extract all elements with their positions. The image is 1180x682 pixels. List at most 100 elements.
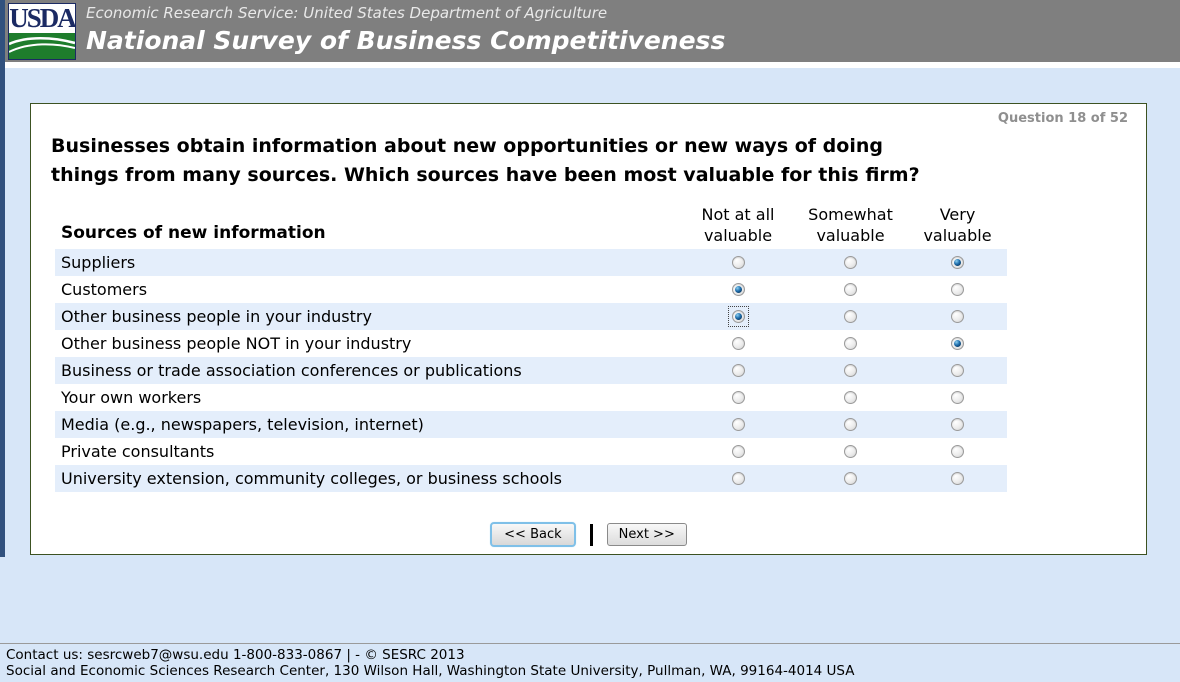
radio-wrap: [947, 387, 968, 408]
row-label: Other business people NOT in your indust…: [61, 334, 412, 353]
radio-not-at-all-valuable[interactable]: [731, 256, 745, 269]
sources-table: Sources of new information Not at all va…: [55, 204, 1007, 492]
question-text: Businesses obtain information about new …: [31, 104, 1146, 190]
radio-wrap: [947, 360, 968, 381]
radio-cell: [793, 384, 908, 411]
radio-wrap: [728, 414, 749, 435]
column-header-somewhat-valuable: Somewhat valuable: [808, 205, 893, 245]
radio-very-valuable[interactable]: [951, 472, 964, 485]
radio-cell: [683, 357, 793, 384]
radio-wrap: [947, 468, 968, 489]
radio-very-valuable[interactable]: [951, 364, 964, 377]
radio-cell: [908, 249, 1007, 276]
radio-wrap: [840, 333, 861, 354]
radio-very-valuable[interactable]: [951, 337, 964, 350]
radio-cell: [793, 465, 908, 492]
radio-wrap: [840, 252, 861, 273]
question-text-line2: things from many sources. Which sources …: [51, 164, 920, 186]
radio-wrap: [840, 468, 861, 489]
radio-somewhat-valuable[interactable]: [844, 310, 857, 323]
row-label: Media (e.g., newspapers, television, int…: [55, 411, 683, 438]
radio-wrap: [840, 414, 861, 435]
question-progress: Question 18 of 52: [997, 111, 1128, 126]
table-row: Suppliers: [55, 249, 1007, 276]
row-label: Your own workers: [61, 388, 202, 407]
radio-wrap: [947, 252, 968, 273]
radio-wrap: [840, 279, 861, 300]
radio-very-valuable[interactable]: [951, 418, 964, 431]
radio-somewhat-valuable[interactable]: [844, 391, 857, 404]
radio-very-valuable[interactable]: [951, 256, 964, 269]
question-panel: Question 18 of 52 Businesses obtain info…: [30, 103, 1147, 555]
radio-cell: [683, 276, 793, 303]
radio-cell: [683, 330, 793, 357]
radio-cell: [793, 276, 908, 303]
radio-not-at-all-valuable[interactable]: [731, 337, 745, 350]
radio-cell: [793, 357, 908, 384]
agency-line: Economic Research Service: United States…: [86, 4, 608, 22]
radio-not-at-all-valuable[interactable]: [731, 310, 745, 323]
radio-wrap: [728, 387, 749, 408]
row-label: University extension, community colleges…: [55, 465, 683, 492]
radio-cell: [908, 276, 1007, 303]
radio-somewhat-valuable[interactable]: [844, 364, 857, 377]
back-button[interactable]: << Back: [490, 522, 576, 547]
usda-logo-text: USDA: [9, 3, 75, 33]
radio-wrap: [840, 360, 861, 381]
table-row: Business or trade association conference…: [55, 357, 1007, 384]
radio-cell: [683, 465, 793, 492]
radio-somewhat-valuable[interactable]: [844, 445, 857, 458]
radio-cell: [683, 438, 793, 465]
button-divider: [589, 523, 593, 546]
radio-cell: [908, 384, 1007, 411]
radio-somewhat-valuable[interactable]: [844, 418, 857, 431]
radio-not-at-all-valuable[interactable]: [731, 472, 745, 485]
radio-wrap: [728, 360, 749, 381]
radio-cell: [908, 438, 1007, 465]
radio-cell: [793, 249, 908, 276]
radio-very-valuable[interactable]: [951, 310, 964, 323]
radio-cell: [908, 330, 1007, 357]
usda-swoosh-icon: [9, 33, 75, 59]
radio-wrap: [947, 441, 968, 462]
column-header-very-valuable: Very valuable: [923, 205, 992, 245]
next-button[interactable]: Next >>: [606, 523, 687, 546]
radio-wrap: [947, 279, 968, 300]
radio-wrap: [728, 333, 749, 354]
radio-cell: [793, 303, 908, 330]
radio-cell: [908, 411, 1007, 438]
left-accent-strip: [0, 0, 5, 557]
radio-wrap: [728, 441, 749, 462]
radio-very-valuable[interactable]: [951, 283, 964, 296]
survey-title: National Survey of Business Competitiven…: [86, 26, 726, 55]
table-row: Other business people NOT in your indust…: [55, 330, 1007, 357]
sources-column-header: Sources of new information: [61, 223, 326, 243]
radio-somewhat-valuable[interactable]: [844, 472, 857, 485]
radio-not-at-all-valuable[interactable]: [731, 364, 745, 377]
radio-somewhat-valuable[interactable]: [844, 337, 857, 350]
radio-somewhat-valuable[interactable]: [844, 256, 857, 269]
radio-cell: [793, 438, 908, 465]
radio-cell: [683, 249, 793, 276]
radio-very-valuable[interactable]: [951, 445, 964, 458]
radio-wrap: [728, 279, 749, 300]
radio-cell: [683, 384, 793, 411]
row-label: Private consultants: [61, 442, 215, 461]
radio-wrap: [947, 333, 968, 354]
radio-somewhat-valuable[interactable]: [844, 283, 857, 296]
table-row: Customers: [55, 276, 1007, 303]
table-row: University extension, community colleges…: [55, 465, 1007, 492]
table-row: Private consultants: [55, 438, 1007, 465]
radio-not-at-all-valuable[interactable]: [731, 283, 745, 296]
radio-not-at-all-valuable[interactable]: [731, 391, 745, 404]
radio-not-at-all-valuable[interactable]: [731, 445, 745, 458]
radio-not-at-all-valuable[interactable]: [731, 418, 745, 431]
radio-cell: [793, 330, 908, 357]
radio-wrap: [840, 441, 861, 462]
radio-very-valuable[interactable]: [951, 391, 964, 404]
footer-address-line: Social and Economic Sciences Research Ce…: [6, 663, 855, 679]
radio-cell: [908, 303, 1007, 330]
radio-wrap: [840, 387, 861, 408]
app-header: USDA Economic Research Service: United S…: [0, 0, 1180, 62]
radio-cell: [683, 303, 793, 330]
